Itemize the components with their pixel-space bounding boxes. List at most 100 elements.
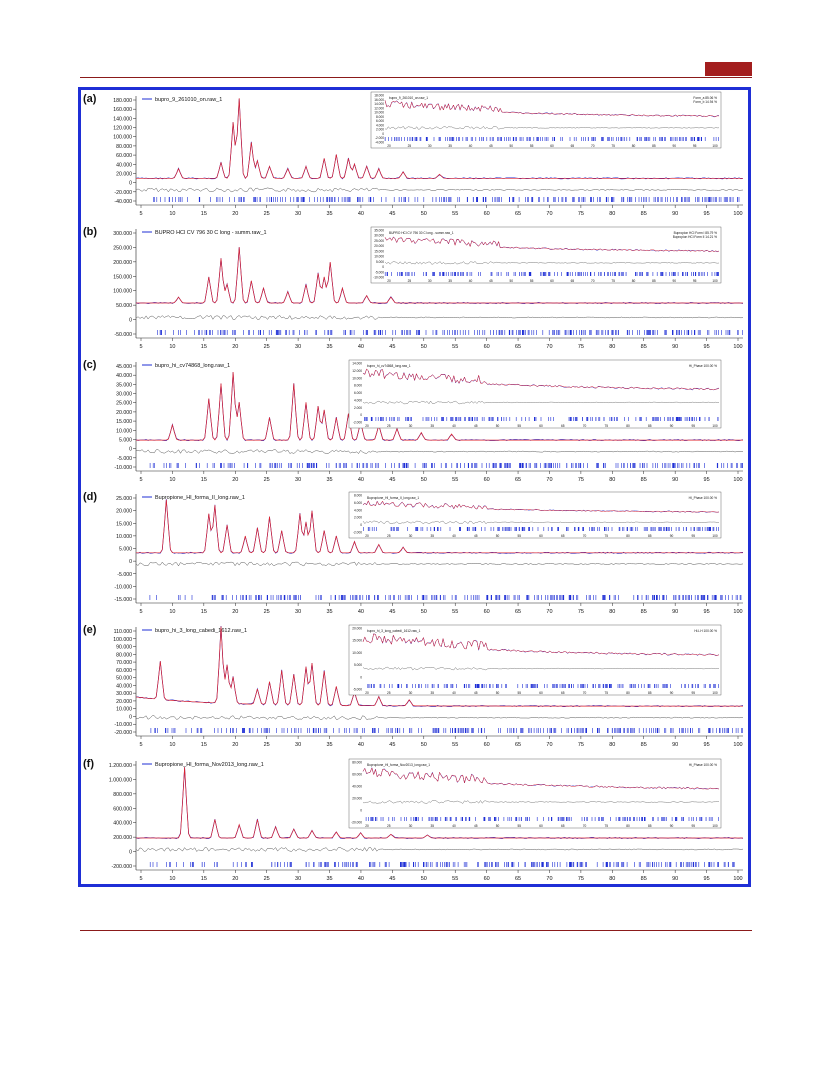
x-tick-label: 10 bbox=[169, 211, 175, 217]
header-accent-tab bbox=[705, 62, 752, 76]
inset-y-tick-label: 2.000 bbox=[354, 406, 362, 410]
inset-stat: Hi_Phase 100.00 % bbox=[689, 763, 717, 767]
inset-x-tick-label: 85 bbox=[652, 144, 656, 148]
inset-x-tick-label: 100 bbox=[712, 424, 718, 428]
x-tick-label: 50 bbox=[421, 477, 427, 483]
x-tick-label: 95 bbox=[704, 609, 710, 615]
y-tick-label: 40.000 bbox=[116, 683, 132, 689]
inset-y-tick-label: 4.000 bbox=[376, 123, 384, 127]
x-tick-label: 75 bbox=[578, 876, 584, 882]
x-tick-label: 75 bbox=[578, 211, 584, 217]
x-tick-label: 40 bbox=[358, 344, 364, 350]
y-tick-label: -5.000 bbox=[117, 456, 132, 462]
inset-y-tick-label: -20.000 bbox=[351, 821, 362, 825]
inset-x-tick-label: 70 bbox=[583, 534, 587, 538]
x-tick-label: 50 bbox=[421, 344, 427, 350]
inset-x-tick-label: 80 bbox=[626, 691, 630, 695]
inset-x-tick-label: 45 bbox=[474, 534, 478, 538]
inset-x-tick-label: 25 bbox=[408, 144, 412, 148]
inset-stat: Form_a 85.06 % bbox=[693, 96, 717, 100]
reflection-ticks bbox=[149, 463, 743, 468]
inset-x-tick-label: 40 bbox=[452, 424, 456, 428]
inset-y-tick-label: 18.000 bbox=[374, 94, 384, 98]
y-tick-label: 250.000 bbox=[113, 245, 132, 251]
x-tick-label: 15 bbox=[201, 876, 207, 882]
y-tick-label: 60.000 bbox=[116, 153, 132, 159]
x-tick-label: 30 bbox=[295, 344, 301, 350]
x-tick-label: 25 bbox=[264, 609, 270, 615]
inset-reflection-ticks bbox=[363, 527, 719, 531]
x-tick-label: 35 bbox=[326, 477, 332, 483]
y-tick-label: 400.000 bbox=[113, 821, 132, 827]
x-tick-label: 35 bbox=[326, 609, 332, 615]
inset-x-tick-label: 80 bbox=[626, 424, 630, 428]
inset-x-tick-label: 25 bbox=[387, 824, 391, 828]
inset-x-tick-label: 55 bbox=[530, 279, 534, 283]
x-tick-label: 95 bbox=[704, 211, 710, 217]
x-tick-label: 55 bbox=[452, 609, 458, 615]
inset-x-tick-label: 70 bbox=[583, 424, 587, 428]
inset-y-tick-label: 5.000 bbox=[354, 663, 362, 667]
x-tick-label: 100 bbox=[733, 742, 742, 748]
inset-calculated bbox=[384, 100, 719, 117]
inset-x-tick-label: 25 bbox=[387, 691, 391, 695]
inset-x-tick-label: 65 bbox=[561, 691, 565, 695]
inset-y-tick-label: 8.000 bbox=[354, 494, 362, 498]
inset-difference bbox=[384, 261, 720, 265]
inset-calculated bbox=[362, 767, 720, 790]
y-tick-label: 140.000 bbox=[113, 116, 132, 122]
header-rule bbox=[80, 77, 752, 78]
inset-y-tick-label: -2.000 bbox=[353, 531, 362, 535]
y-tick-label: 20.000 bbox=[116, 509, 132, 515]
x-tick-label: 50 bbox=[421, 876, 427, 882]
x-tick-label: 85 bbox=[641, 609, 647, 615]
x-tick-label: 55 bbox=[452, 211, 458, 217]
x-tick-label: 50 bbox=[421, 742, 427, 748]
xrd-figure: (a) 180.000 160.000 140.000 120.000 100.000 80… bbox=[83, 91, 744, 882]
difference-curve bbox=[135, 315, 744, 320]
panel-letter: (e) bbox=[83, 624, 97, 636]
inset-y-tick-label: 4.000 bbox=[354, 398, 362, 402]
y-tick-label: 50.000 bbox=[116, 303, 132, 309]
inset-x-tick-label: 35 bbox=[430, 534, 434, 538]
x-tick-label: 70 bbox=[546, 609, 552, 615]
x-tick-label: 15 bbox=[201, 609, 207, 615]
inset-x-tick-label: 100 bbox=[712, 534, 718, 538]
inset-x-tick-label: 85 bbox=[648, 824, 652, 828]
x-tick-label: 40 bbox=[358, 211, 364, 217]
inset-x-tick-label: 40 bbox=[452, 534, 456, 538]
inset-calculated bbox=[362, 500, 720, 513]
y-tick-label: -20.000 bbox=[114, 190, 132, 196]
x-tick-label: 25 bbox=[264, 344, 270, 350]
calculated-pattern bbox=[136, 98, 743, 179]
x-tick-label: 100 bbox=[733, 477, 742, 483]
inset-x-tick-label: 60 bbox=[550, 279, 554, 283]
inset-calculated bbox=[384, 236, 720, 252]
inset-y-tick-label: -2.000 bbox=[375, 136, 384, 140]
panel-a: (a) 180.000 160.000 140.000 120.000 100.000 80… bbox=[83, 91, 744, 217]
inset-x-tick-label: 85 bbox=[648, 691, 652, 695]
inset-y-tick-label: 16.000 bbox=[374, 98, 384, 102]
inset-x-tick-label: 25 bbox=[387, 534, 391, 538]
inset-y-tick-label: -2.000 bbox=[353, 421, 362, 425]
inset-y-tick-label: 14.000 bbox=[352, 362, 362, 366]
inset-y-tick-label: 0 bbox=[360, 523, 362, 527]
legend-label: Bupropione_HI_forma_II_long.raw_1 bbox=[155, 495, 245, 501]
inset-x-tick-label: 45 bbox=[474, 824, 478, 828]
inset-y-tick-label: 35.000 bbox=[374, 229, 384, 233]
x-tick-label: 90 bbox=[672, 609, 678, 615]
panel-letter: (c) bbox=[83, 359, 97, 371]
inset-y-tick-label: -5.000 bbox=[353, 688, 362, 692]
inset-x-tick-label: 75 bbox=[604, 424, 608, 428]
inset-calculated bbox=[362, 368, 720, 391]
x-tick-label: 60 bbox=[484, 211, 490, 217]
x-tick-label: 20 bbox=[232, 876, 238, 882]
y-tick-label: 30.000 bbox=[116, 392, 132, 398]
y-tick-label: 5.000 bbox=[119, 547, 132, 553]
x-tick-label: 20 bbox=[232, 742, 238, 748]
inset-x-tick-label: 60 bbox=[539, 534, 543, 538]
inset-reflection-ticks bbox=[364, 417, 719, 421]
inset-x-tick-label: 80 bbox=[626, 534, 630, 538]
inset-x-tick-label: 35 bbox=[448, 279, 452, 283]
